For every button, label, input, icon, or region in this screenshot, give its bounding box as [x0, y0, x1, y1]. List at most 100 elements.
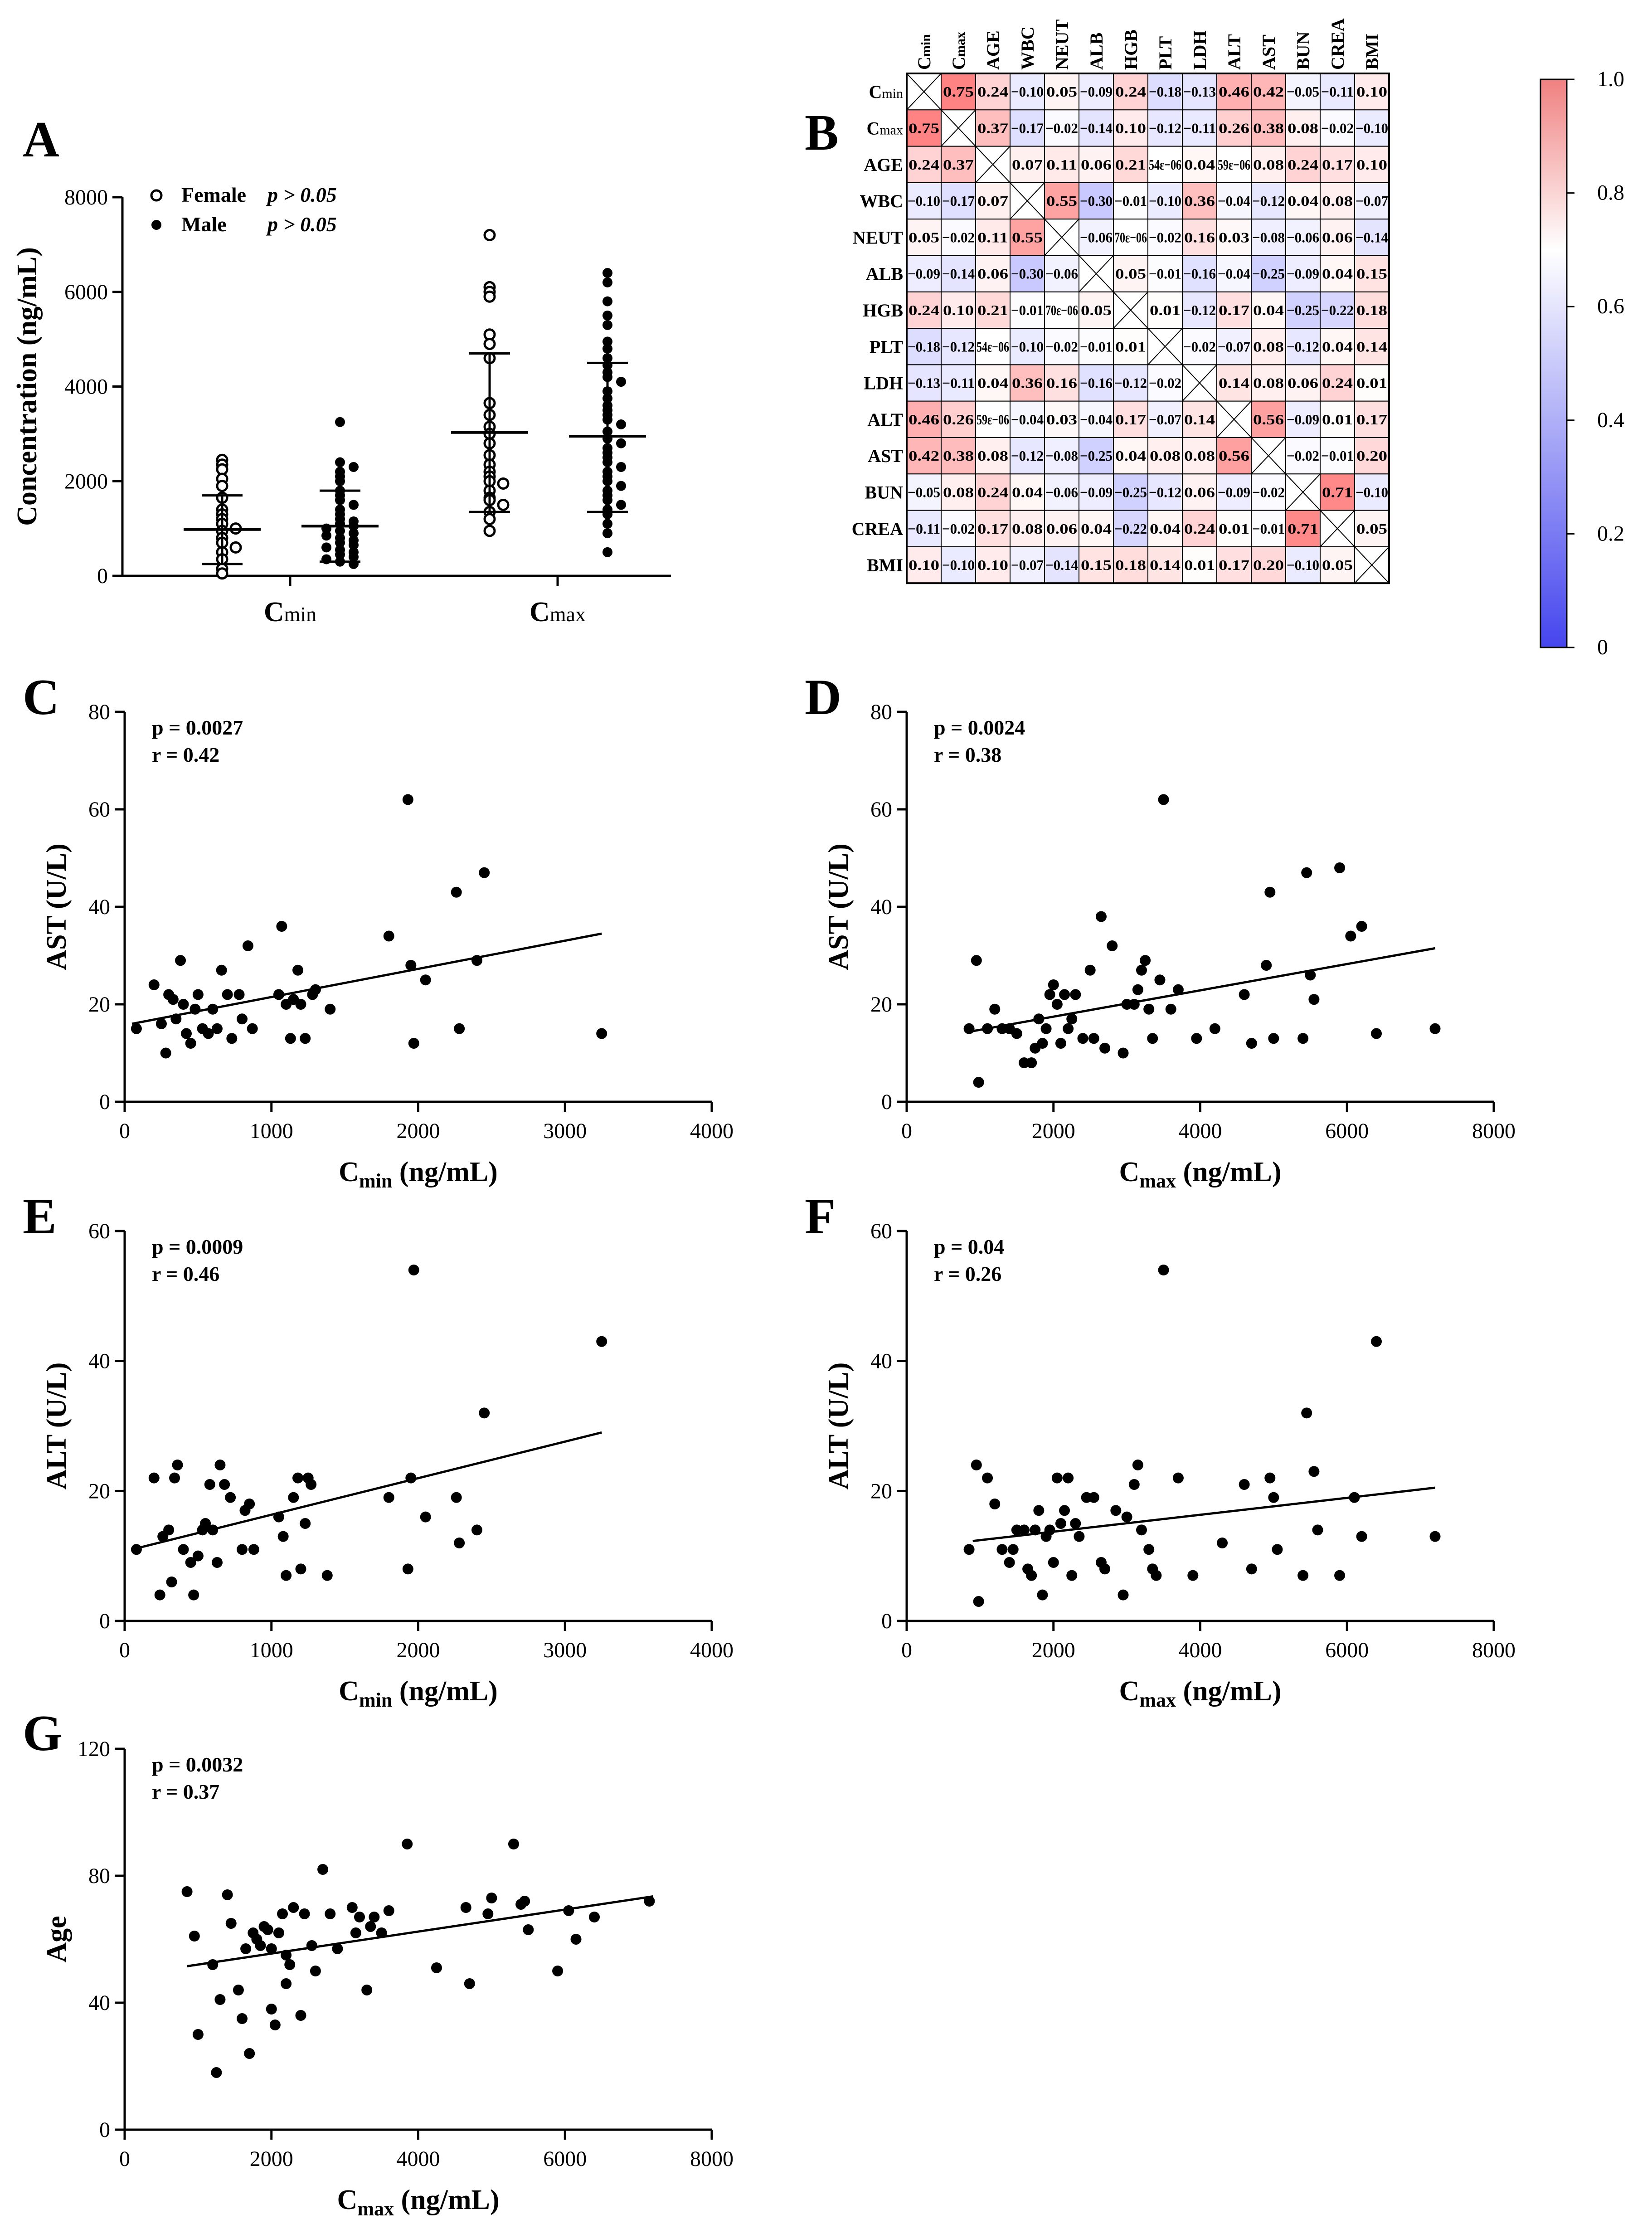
- data-point: [349, 540, 359, 550]
- x-category-label: Cmax: [530, 597, 586, 628]
- cell-value: −0.10: [1011, 338, 1044, 355]
- heatmap-cell: [1079, 364, 1114, 402]
- data-point: [281, 1978, 292, 1989]
- x-tick-label: 4000: [1179, 1638, 1222, 1662]
- data-point: [242, 940, 253, 951]
- data-point: [185, 1038, 196, 1049]
- heatmap-cell: [1079, 73, 1114, 111]
- data-point: [602, 547, 612, 557]
- x-label-rest: (ng/mL): [1176, 1676, 1282, 1707]
- cell-value: −0.09: [1287, 266, 1319, 282]
- diag-cross: [1354, 546, 1390, 584]
- cell-value: −0.10: [1149, 193, 1181, 209]
- data-point: [247, 1023, 258, 1034]
- data-point: [1048, 1557, 1059, 1568]
- data-point: [1301, 1407, 1312, 1419]
- heatmap-cell: [1044, 364, 1079, 402]
- heatmap-cell: [1354, 437, 1390, 475]
- data-point: [248, 1544, 259, 1555]
- panel-label-b: B: [805, 105, 839, 161]
- data-point: [383, 1905, 394, 1916]
- cell-value: 0.14: [1184, 411, 1215, 428]
- cell-value: −0.06: [1045, 484, 1078, 500]
- heatmap-cell: [1079, 182, 1114, 220]
- heatmap-cell: [1182, 255, 1217, 292]
- p-value: p = 0.0027: [152, 716, 243, 739]
- cell-value: 0.10: [1356, 83, 1387, 100]
- cell-value: −0.10: [942, 557, 975, 573]
- data-point: [169, 1472, 180, 1484]
- diag-cross: [1320, 510, 1355, 547]
- data-point: [211, 2067, 222, 2078]
- cell-value: −0.14: [1045, 557, 1078, 573]
- data-point: [616, 377, 626, 387]
- data-point: [616, 481, 626, 491]
- regression-line: [131, 1431, 602, 1551]
- x-axis-label: Cmax (ng/mL): [1119, 1157, 1282, 1192]
- data-point: [180, 1028, 192, 1039]
- data-point: [602, 336, 612, 347]
- y-tick-label: 0: [99, 2118, 110, 2142]
- heatmap-cell: [1010, 510, 1045, 547]
- data-point: [1172, 1472, 1184, 1484]
- cell-value: 0.06: [1046, 521, 1077, 537]
- y-tick-label: 120: [78, 1737, 110, 1761]
- x-label-sub: max: [1139, 1170, 1176, 1192]
- data-point: [1066, 1570, 1078, 1581]
- heatmap-cell: [1320, 473, 1355, 511]
- data-point: [483, 290, 496, 303]
- category-main: C: [264, 597, 284, 628]
- category-main: C: [530, 597, 550, 628]
- heatmap-cell: [1113, 146, 1148, 183]
- heatmap-cell: [1285, 255, 1321, 292]
- cell-value: 0.04: [1115, 448, 1146, 464]
- heatmap-cell: [1010, 364, 1045, 402]
- data-point: [244, 2048, 255, 2059]
- heatmap-cell: [975, 109, 1011, 147]
- data-point: [148, 1472, 160, 1484]
- heatmap-cell: [941, 437, 976, 475]
- heatmap-cell: [1113, 473, 1148, 511]
- y-tick-label: 40: [870, 895, 892, 919]
- cell-value: −0.12: [1149, 484, 1181, 500]
- cell-value: −0.08: [1045, 448, 1078, 464]
- heatmap-cell: [1010, 73, 1045, 111]
- x-label-sub: max: [1139, 1689, 1176, 1711]
- data-point: [216, 964, 227, 976]
- cell-value: 0.05: [1322, 557, 1353, 573]
- data-point: [464, 1978, 475, 1989]
- data-point: [1305, 969, 1316, 981]
- data-point: [1099, 1563, 1111, 1575]
- data-point: [237, 2013, 248, 2024]
- heatmap-cell: [941, 146, 976, 183]
- category-sub: max: [550, 603, 586, 626]
- x-label-main: C: [339, 1676, 359, 1707]
- data-point: [1246, 1038, 1257, 1049]
- data-point: [1334, 1570, 1346, 1581]
- heatmap-cell: [941, 219, 976, 256]
- x-label-main: C: [1119, 1676, 1140, 1707]
- x-tick-label: 4000: [1179, 1119, 1222, 1143]
- y-tick-label: 60: [870, 798, 892, 822]
- x-tick-label: 0: [119, 1638, 130, 1662]
- heatmap-cell: [906, 182, 942, 220]
- cell-value: 0.04: [1184, 156, 1215, 173]
- heatmap-cell: [1216, 473, 1252, 511]
- cell-value: −0.07: [1149, 411, 1181, 428]
- data-point: [189, 1931, 200, 1942]
- cell-value: −0.11: [1183, 120, 1216, 136]
- cell-value: 0.24: [909, 302, 939, 318]
- heatmap-cell: [1079, 109, 1114, 147]
- cell-value: 0.06: [1081, 156, 1112, 173]
- cell-value: −0.16: [1080, 375, 1113, 391]
- heatmap-cell: [1285, 146, 1321, 183]
- data-point: [963, 1544, 975, 1555]
- data-point: [284, 1959, 296, 1970]
- data-point: [1334, 862, 1346, 873]
- data-point: [226, 1033, 238, 1044]
- cell-value: 0.75: [943, 83, 974, 100]
- data-point: [229, 541, 242, 554]
- cell-value: 70ε−06: [1045, 302, 1078, 318]
- data-point: [1063, 1472, 1074, 1484]
- cell-value: −0.06: [1287, 229, 1319, 245]
